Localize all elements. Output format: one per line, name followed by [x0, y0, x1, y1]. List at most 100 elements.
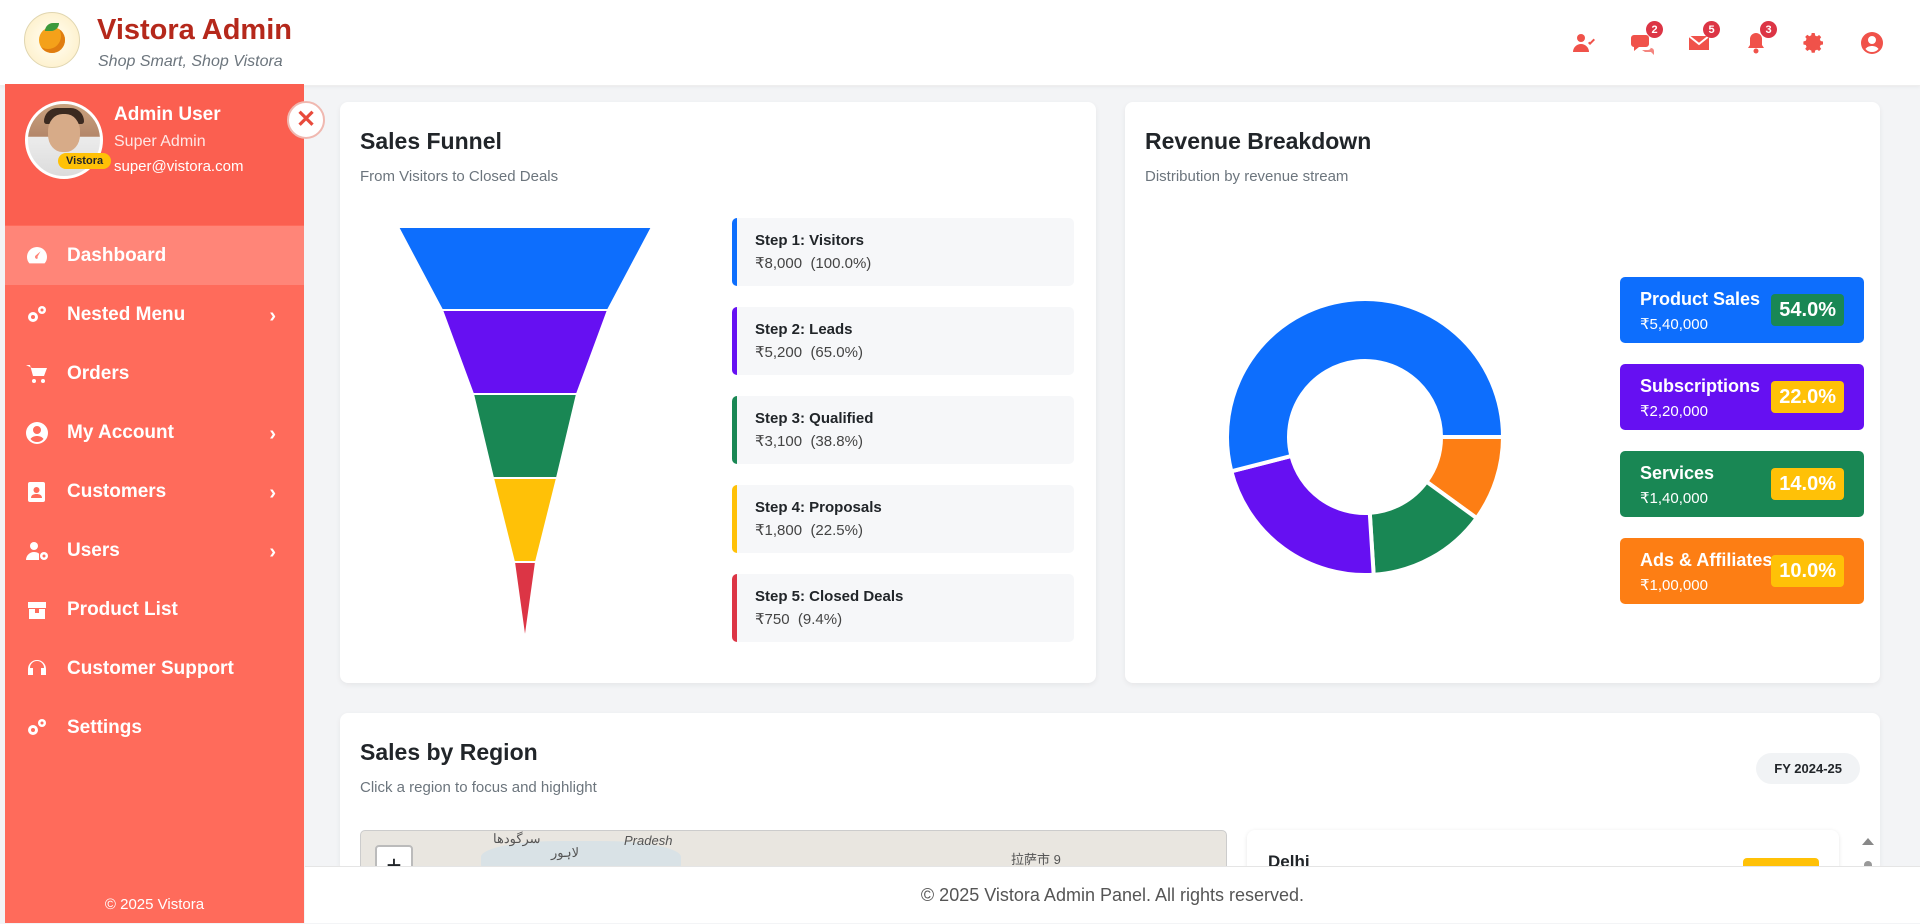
close-icon: ✕ — [295, 106, 317, 133]
funnel-segment-proposals[interactable] — [491, 477, 559, 563]
card-title: Sales by Region — [360, 739, 538, 765]
sales-by-region-card: Sales by Region Click a region to focus … — [340, 713, 1880, 873]
funnel-step[interactable]: Step 1: Visitors ₹8,000 (100.0%) — [732, 218, 1074, 286]
gears-icon — [23, 714, 51, 742]
sidebar-item-label: Orders — [67, 362, 130, 384]
sales-funnel-card: Sales Funnel From Visitors to Closed Dea… — [340, 102, 1096, 683]
user-circle-icon — [23, 419, 51, 447]
revenue-stream-services[interactable]: Services ₹1,40,000 14.0% — [1620, 451, 1864, 517]
gears-icon — [23, 301, 51, 329]
sidebar-menu: Dashboard Nested Menu › Orders My Accoun… — [5, 226, 304, 757]
funnel-segment-visitors[interactable] — [396, 226, 654, 311]
step-label: Step 5: Closed Deals — [755, 588, 904, 605]
percent-badge: 10.0% — [1771, 555, 1844, 587]
sidebar-item-settings[interactable]: Settings — [5, 698, 304, 757]
vistora-logo — [24, 12, 80, 68]
map-label: Pradesh — [624, 833, 673, 848]
close-sidebar-button[interactable]: ✕ — [287, 101, 325, 139]
top-navbar: Vistora Admin Shop Smart, Shop Vistora 2… — [0, 0, 1920, 86]
region-map[interactable]: سرگودھا Pradesh لاہور 拉萨市 9 + — [360, 830, 1227, 873]
profile-card: Vistora Admin User Super Admin super@vis… — [5, 84, 304, 225]
notification-count-badge: 3 — [1760, 21, 1777, 38]
card-title: Revenue Breakdown — [1145, 128, 1372, 154]
gear-icon[interactable] — [1801, 30, 1827, 56]
user-name: Admin User — [114, 104, 221, 125]
sidebar-item-label: Users — [67, 539, 120, 561]
funnel-segment-closed-deals[interactable] — [512, 561, 538, 642]
chevron-right-icon: › — [269, 482, 276, 504]
sidebar-item-customers[interactable]: Customers › — [5, 462, 304, 521]
step-value: ₹8,000 (100.0%) — [755, 255, 872, 272]
chat-count-badge: 2 — [1646, 21, 1663, 38]
card-subtitle: Click a region to focus and highlight — [360, 779, 597, 796]
sidebar-item-label: Customers — [67, 480, 167, 502]
sidebar-item-nested-menu[interactable]: Nested Menu › — [5, 285, 304, 344]
funnel-step[interactable]: Step 2: Leads ₹5,200 (65.0%) — [732, 307, 1074, 375]
user-email: super@vistora.com — [114, 158, 244, 175]
sidebar-footer: © 2025 Vistora — [104, 896, 205, 913]
chevron-right-icon: › — [269, 305, 276, 327]
revenue-stream-product-sales[interactable]: Product Sales ₹5,40,000 54.0% — [1620, 277, 1864, 343]
sidebar-item-label: Settings — [67, 716, 142, 738]
funnel-chart — [396, 226, 654, 642]
sidebar-item-label: Product List — [67, 598, 178, 620]
mail-count-badge: 5 — [1703, 21, 1720, 38]
step-label: Step 2: Leads — [755, 321, 853, 338]
sidebar-item-product-list[interactable]: Product List — [5, 580, 304, 639]
percent-badge: 22.0% — [1771, 381, 1844, 413]
sidebar-item-my-account[interactable]: My Account › — [5, 403, 304, 462]
map-label: لاہور — [551, 845, 580, 860]
percent-badge: 14.0% — [1771, 468, 1844, 500]
avatar-badge: Vistora — [58, 153, 112, 169]
revenue-donut-chart — [1225, 297, 1505, 577]
step-value: ₹3,100 (38.8%) — [755, 433, 863, 450]
step-label: Step 3: Qualified — [755, 410, 874, 427]
bell-icon[interactable]: 3 — [1743, 21, 1777, 56]
fiscal-year-badge[interactable]: FY 2024-25 — [1756, 753, 1860, 784]
cart-icon — [23, 360, 51, 388]
card-subtitle: Distribution by revenue stream — [1145, 168, 1349, 185]
sidebar-item-label: My Account — [67, 421, 174, 443]
brand-tagline: Shop Smart, Shop Vistora — [98, 53, 283, 70]
user-gear-icon — [23, 537, 51, 565]
step-label: Step 1: Visitors — [755, 232, 864, 249]
page-footer: © 2025 Vistora Admin Panel. All rights r… — [305, 866, 1920, 923]
sidebar: Vistora Admin User Super Admin super@vis… — [5, 84, 325, 923]
step-value: ₹750 (9.4%) — [755, 611, 843, 628]
funnel-segment-leads[interactable] — [440, 309, 610, 395]
box-icon — [23, 596, 51, 624]
sidebar-item-dashboard[interactable]: Dashboard — [5, 226, 304, 285]
step-value: ₹1,800 (22.5%) — [755, 522, 863, 539]
donut-slice-product-sales[interactable] — [1225, 297, 1505, 474]
funnel-segment-qualified[interactable] — [471, 393, 579, 479]
address-book-icon — [23, 478, 51, 506]
sidebar-item-customer-support[interactable]: Customer Support — [5, 639, 304, 698]
user-check-icon[interactable] — [1571, 30, 1597, 56]
card-title: Sales Funnel — [360, 128, 502, 154]
revenue-breakdown-card: Revenue Breakdown Distribution by revenu… — [1125, 102, 1880, 683]
funnel-step[interactable]: Step 5: Closed Deals ₹750 (9.4%) — [732, 574, 1074, 642]
map-label: سرگودھا — [493, 831, 541, 846]
step-label: Step 4: Proposals — [755, 499, 882, 516]
user-role: Super Admin — [114, 133, 206, 150]
percent-badge: 54.0% — [1771, 294, 1844, 326]
chevron-right-icon: › — [269, 423, 276, 445]
funnel-step[interactable]: Step 4: Proposals ₹1,800 (22.5%) — [732, 485, 1074, 553]
sidebar-item-label: Dashboard — [67, 244, 167, 266]
headset-icon — [23, 655, 51, 683]
card-subtitle: From Visitors to Closed Deals — [360, 168, 559, 185]
user-circle-icon[interactable] — [1859, 30, 1885, 56]
mail-icon[interactable]: 5 — [1686, 21, 1720, 56]
donut-slice-subscriptions[interactable] — [1228, 453, 1376, 577]
revenue-stream-ads-affiliates[interactable]: Ads & Affiliates ₹1,00,000 10.0% — [1620, 538, 1864, 604]
sidebar-item-users[interactable]: Users › — [5, 521, 304, 580]
step-value: ₹5,200 (65.0%) — [755, 344, 863, 361]
sidebar-item-orders[interactable]: Orders — [5, 344, 304, 403]
brand-title: Vistora Admin — [97, 14, 292, 46]
map-label: 拉萨市 9 — [1011, 852, 1061, 867]
speedometer-icon — [23, 242, 51, 270]
chat-icon[interactable]: 2 — [1629, 21, 1663, 56]
sidebar-item-label: Nested Menu — [67, 303, 186, 325]
funnel-step[interactable]: Step 3: Qualified ₹3,100 (38.8%) — [732, 396, 1074, 464]
revenue-stream-subscriptions[interactable]: Subscriptions ₹2,20,000 22.0% — [1620, 364, 1864, 430]
